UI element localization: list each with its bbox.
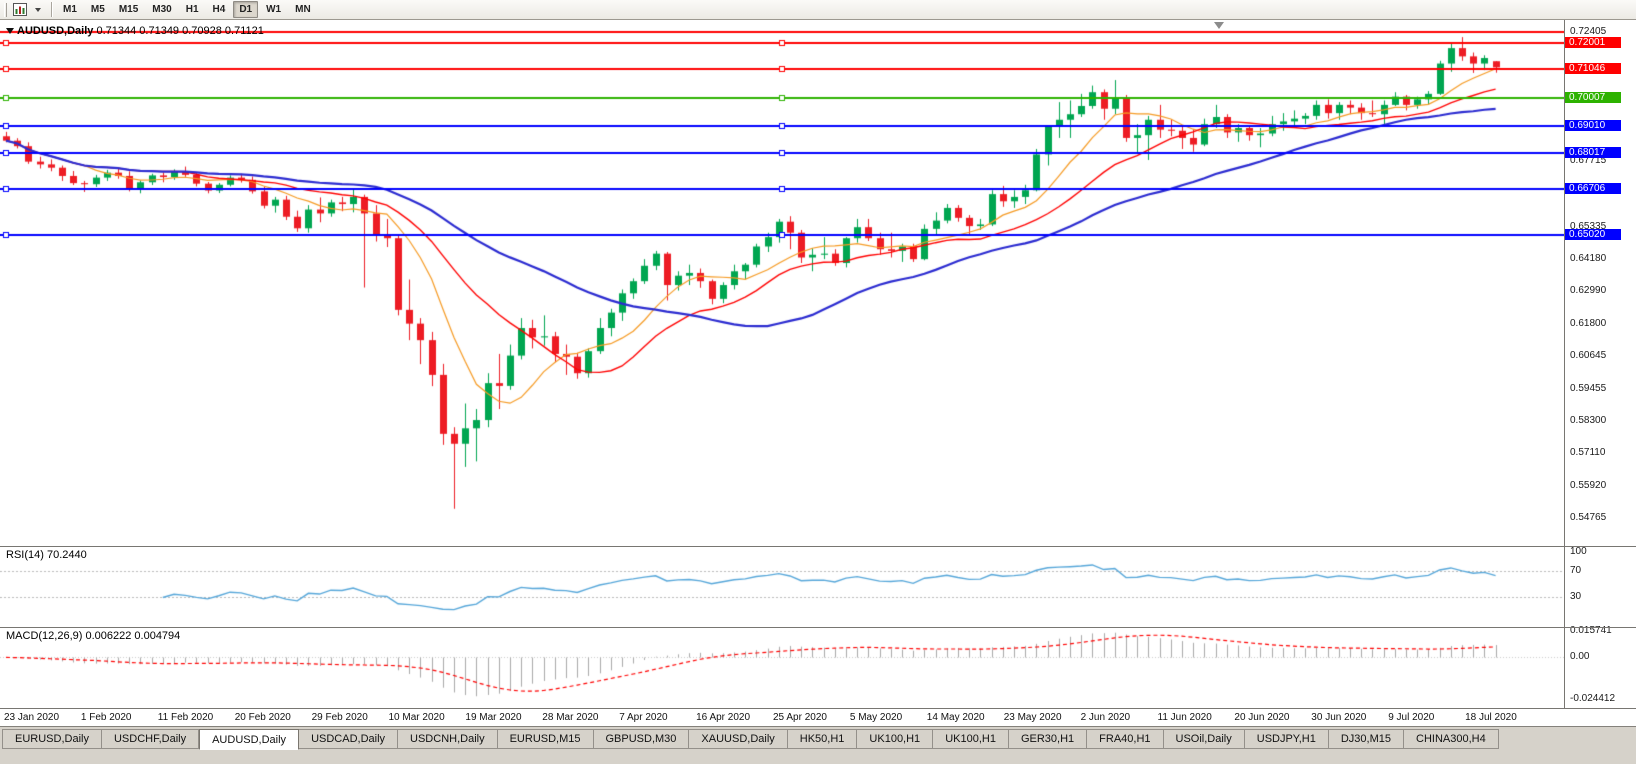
timeframe-button-m15[interactable]: M15	[118, 4, 139, 15]
price-chart-canvas[interactable]	[0, 20, 1564, 546]
rsi-tick-label: 100	[1570, 546, 1587, 557]
price-tick-label: 0.57110	[1570, 447, 1606, 459]
date-tick-label: 5 May 2020	[849, 712, 903, 723]
timeframe-toolbar-buttons: M1 M5 M15 M30 H1 H4 D1 W1 MN	[56, 1, 318, 18]
chart-tab-audusd-daily[interactable]: AUDUSD,Daily	[199, 729, 300, 750]
date-axis: 23 Jan 2020 1 Feb 2020 11 Feb 2020 20 Feb 2…	[0, 708, 1636, 726]
price-tick-label: 0.67715	[1570, 155, 1607, 167]
timeframe-button-h1[interactable]: H1	[185, 4, 199, 15]
date-tick-label: 2 Jun 2020	[1080, 712, 1131, 723]
chart-tab-xauusd-daily[interactable]: XAUUSD,Daily	[689, 729, 788, 749]
price-tick-label: 0.65335	[1570, 220, 1607, 232]
chart-title: AUDUSD,Daily 0.71344 0.71349 0.70928 0.7…	[6, 25, 264, 37]
price-line-badge: 0.66706	[1565, 183, 1621, 194]
timeframe-button-h4[interactable]: H4	[212, 4, 226, 15]
price-tick-label: 0.54765	[1570, 512, 1607, 523]
chart-tabbar: EURUSD,Daily USDCHF,Daily AUDUSD,Daily USDC…	[0, 726, 1636, 764]
price-tick-label: 0.61800	[1570, 318, 1607, 330]
price-line-badge: 0.69010	[1565, 119, 1621, 131]
date-tick-label: 25 Apr 2020	[773, 712, 827, 723]
date-tick-label: 11 Feb 2020	[157, 712, 214, 723]
timeframe-button-mn[interactable]: MN	[295, 4, 311, 15]
date-tick-label: 16 Apr 2020	[696, 712, 751, 723]
timeframe-button-d1[interactable]: D1	[233, 1, 259, 18]
date-tick-label: 7 Apr 2020	[619, 712, 668, 723]
toolbar-grip[interactable]	[4, 2, 7, 17]
price-line-badge: 0.72001	[1565, 37, 1621, 49]
chart-symbol-label: AUDUSD,Daily	[17, 25, 94, 37]
chart-tab-gbpusd-m30[interactable]: GBPUSD,M30	[593, 729, 690, 749]
chart-tab-fra40-h1[interactable]: FRA40,H1	[1087, 729, 1164, 749]
chart-shift-marker[interactable]	[1214, 22, 1224, 29]
pane-separator-dates	[0, 708, 1636, 709]
pane-separator-macd[interactable]	[0, 627, 1636, 628]
chart-tab-dj30-m15[interactable]: DJ30,M15	[1328, 729, 1404, 749]
chart-tab-usoil-daily[interactable]: USOil,Daily	[1163, 729, 1245, 749]
date-tick-label: 11 Jun 2020	[1157, 712, 1212, 723]
price-tick-label: 0.60645	[1570, 350, 1607, 361]
timeframe-toolbar: M1 M5 M15 M30 H1 H4 D1 W1 MN	[0, 0, 1636, 20]
chart-tab-hk50-h1[interactable]: HK50,H1	[787, 729, 858, 749]
date-tick-label: 18 Jul 2020	[1465, 712, 1517, 723]
date-tick-label: 9 Jul 2020	[1388, 712, 1435, 723]
macd-tick-label: 0.015741	[1570, 625, 1612, 636]
caret-down-icon[interactable]	[29, 2, 47, 18]
date-tick-label: 23 Jan 2020	[4, 712, 60, 723]
timeframe-button-w1[interactable]: W1	[266, 4, 282, 15]
date-tick-label: 19 Mar 2020	[465, 712, 522, 723]
timeframe-button-m5[interactable]: M5	[90, 4, 105, 15]
macd-tick-label: -0.024412	[1570, 692, 1616, 704]
chart-tab-eurusd-daily[interactable]: EURUSD,Daily	[2, 729, 102, 749]
chart-tab-uk100-h1[interactable]: UK100,H1	[933, 729, 1009, 749]
triangle-down-icon	[6, 28, 14, 35]
date-tick-label: 28 Mar 2020	[542, 712, 599, 723]
price-tick-label: 0.64180	[1570, 252, 1607, 264]
rsi-tick-label: 30	[1570, 590, 1582, 602]
rsi-indicator-label: RSI(14) 70.2440	[6, 549, 87, 561]
chart-tab-ger30-h1[interactable]: GER30,H1	[1008, 729, 1088, 749]
chart-area: AUDUSD,Daily 0.71344 0.71349 0.70928 0.7…	[0, 20, 1636, 726]
price-tick-label: 0.62990	[1570, 285, 1607, 297]
date-tick-label: 29 Feb 2020	[311, 712, 368, 723]
chart-tab-usdchf-daily[interactable]: USDCHF,Daily	[101, 729, 200, 749]
chart-window-icon-glyph	[13, 3, 27, 16]
price-tick-label: 0.58300	[1570, 414, 1607, 426]
price-line-badge: 0.68017	[1565, 146, 1621, 158]
price-line-badge: 0.71046	[1565, 63, 1621, 75]
chart-ohlc-values: 0.71344 0.71349 0.70928 0.71121	[96, 25, 264, 37]
macd-indicator-label: MACD(12,26,9) 0.006222 0.004794	[6, 630, 181, 642]
rsi-canvas[interactable]	[0, 546, 1564, 627]
chart-tab-eurusd-m15[interactable]: EURUSD,M15	[497, 729, 594, 749]
chart-tab-uk100-h1[interactable]: UK100,H1	[857, 729, 934, 749]
pane-separator-rsi[interactable]	[0, 546, 1636, 547]
chart-tab-usdcad-daily[interactable]: USDCAD,Daily	[299, 729, 399, 749]
macd-tick-label: 0.00	[1570, 651, 1590, 663]
date-tick-label: 1 Feb 2020	[80, 712, 132, 723]
date-tick-label: 14 May 2020	[926, 712, 985, 723]
price-tick-label: 0.55920	[1570, 480, 1607, 492]
toolbar-separator	[51, 2, 52, 17]
date-tick-label: 10 Mar 2020	[388, 712, 445, 723]
date-tick-label: 23 May 2020	[1003, 712, 1062, 723]
caret-glyph	[35, 7, 41, 12]
date-tick-label: 20 Feb 2020	[234, 712, 291, 723]
timeframe-button-m30[interactable]: M30	[152, 4, 172, 15]
price-line-badge: 0.65020	[1565, 229, 1621, 241]
price-axis-separator	[1564, 20, 1565, 708]
price-line-badge: 0.70007	[1565, 92, 1621, 104]
price-tick-label: 0.72405	[1570, 26, 1607, 37]
macd-canvas[interactable]	[0, 627, 1564, 708]
chart-tab-usdjpy-h1[interactable]: USDJPY,H1	[1244, 729, 1329, 749]
chart-window-icon[interactable]	[11, 2, 29, 18]
date-tick-label: 30 Jun 2020	[1311, 712, 1367, 723]
chart-tab-usdcnh-daily[interactable]: USDCNH,Daily	[398, 729, 498, 749]
price-tick-label: 0.59455	[1570, 382, 1607, 394]
chart-tab-china300-h4[interactable]: CHINA300,H4	[1404, 729, 1499, 749]
date-tick-label: 20 Jun 2020	[1234, 712, 1290, 723]
rsi-tick-label: 70	[1570, 565, 1582, 577]
price-axis[interactable]: 0.72405 0.67715 0.65335 0.64180 0.62990 0.618…	[1565, 20, 1636, 708]
timeframe-button-m1[interactable]: M1	[63, 4, 77, 15]
